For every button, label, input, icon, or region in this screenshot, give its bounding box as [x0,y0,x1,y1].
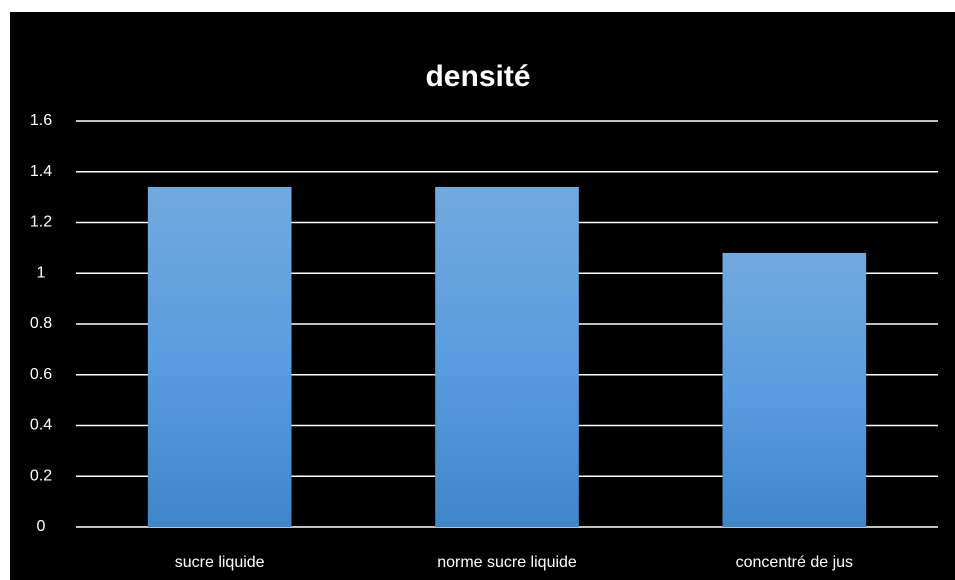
bar [722,252,867,527]
y-tick-label: 0.8 [30,315,52,332]
chart-title: densité [425,60,530,93]
y-tick-label: 0.4 [30,417,52,434]
y-tick-label: 0.6 [30,366,52,383]
x-tick-label: norme sucre liquide [437,554,577,571]
y-tick-label: 1 [37,264,46,281]
bar [435,186,579,527]
y-tick-label: 0.2 [30,467,52,484]
y-tick-label: 1.2 [30,214,52,231]
y-tick-label: 1.4 [30,163,52,180]
y-tick-label: 0 [37,518,46,535]
y-tick-label: 1.6 [30,112,52,129]
x-tick-label: concentré de jus [736,554,853,571]
bar [147,186,292,527]
x-tick-label: sucre liquide [175,554,265,571]
